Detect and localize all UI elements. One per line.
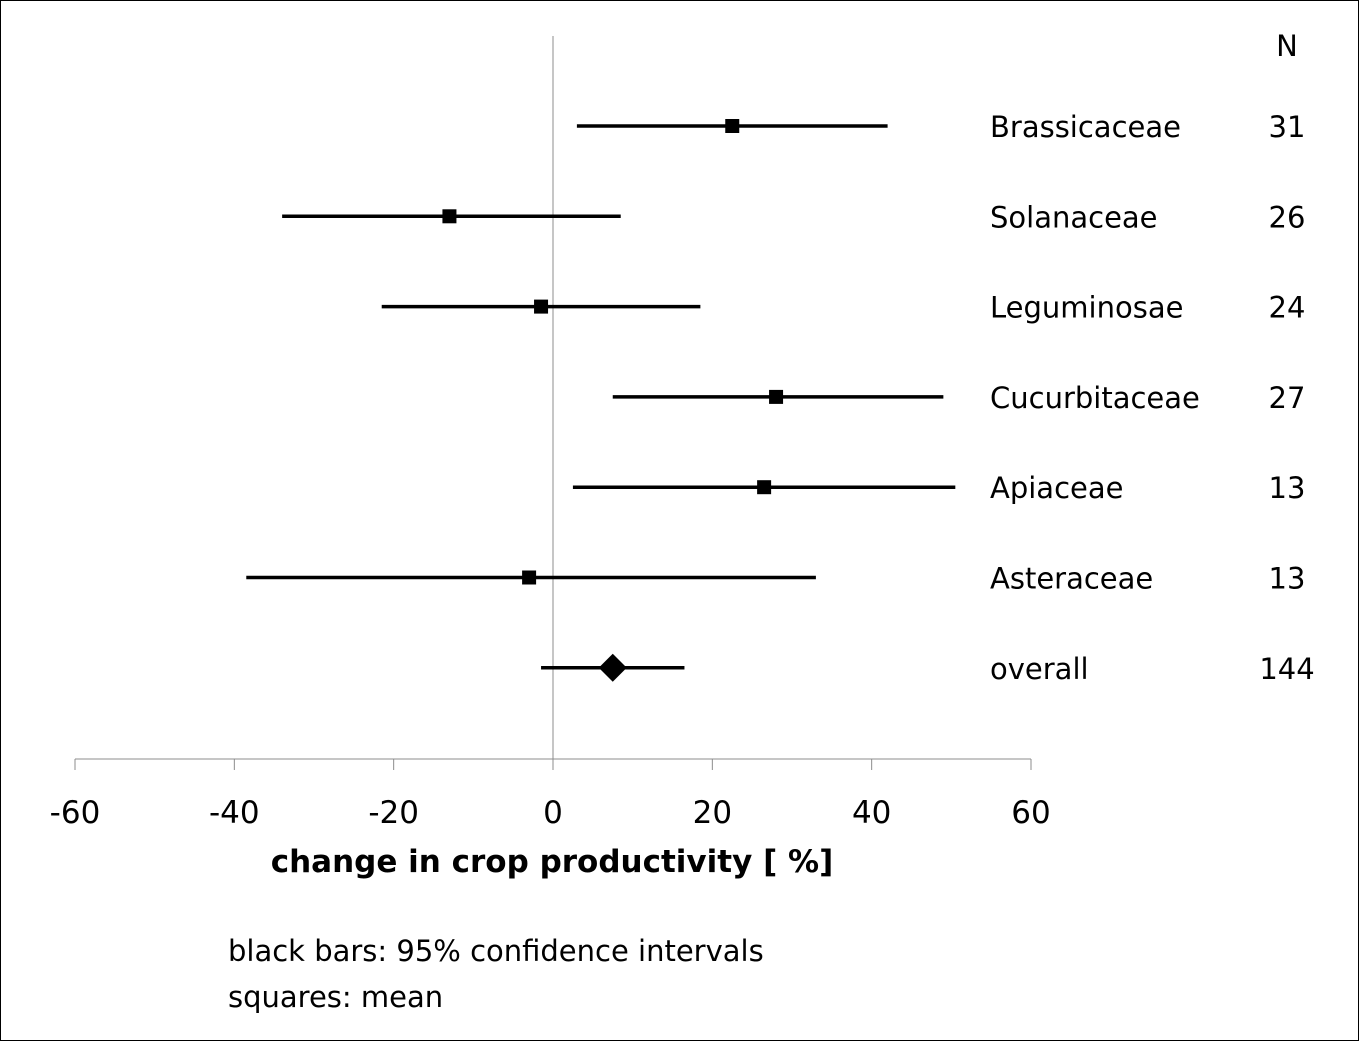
mean-square-marker	[725, 119, 740, 133]
category-label: overall	[990, 652, 1089, 686]
x-tick-label: 0	[543, 795, 563, 831]
x-tick-label: -20	[368, 795, 419, 831]
n-column-header: N	[1276, 29, 1298, 63]
x-tick-label: -60	[50, 795, 101, 831]
category-label: Asteraceae	[990, 562, 1153, 596]
mean-diamond-marker	[598, 653, 627, 682]
category-label: Cucurbitaceae	[990, 381, 1200, 415]
n-value: 144	[1259, 652, 1314, 686]
category-label: Apiaceae	[990, 471, 1123, 505]
n-value: 27	[1269, 381, 1306, 415]
legend-note-mean: squares: mean	[228, 980, 444, 1014]
x-tick-label: 40	[852, 795, 891, 831]
legend-note-ci: black bars: 95% confidence intervals	[228, 934, 764, 968]
x-tick-label: 60	[1011, 795, 1050, 831]
category-label: Brassicaceae	[990, 110, 1181, 144]
mean-square-marker	[769, 389, 784, 404]
n-value: 13	[1269, 562, 1306, 596]
n-value: 24	[1269, 291, 1306, 325]
mean-square-marker	[757, 480, 772, 495]
x-tick-label: 20	[693, 795, 732, 831]
n-value: 31	[1269, 110, 1306, 144]
n-value: 26	[1269, 200, 1306, 234]
mean-square-marker	[442, 209, 457, 224]
x-axis-title: change in crop productivity [ %]	[271, 844, 834, 880]
mean-square-marker	[534, 299, 549, 314]
category-label: Solanaceae	[990, 200, 1158, 234]
mean-square-marker	[522, 570, 537, 585]
n-value: 13	[1269, 471, 1306, 505]
x-tick-label: -40	[209, 795, 260, 831]
category-label: Leguminosae	[990, 291, 1183, 325]
